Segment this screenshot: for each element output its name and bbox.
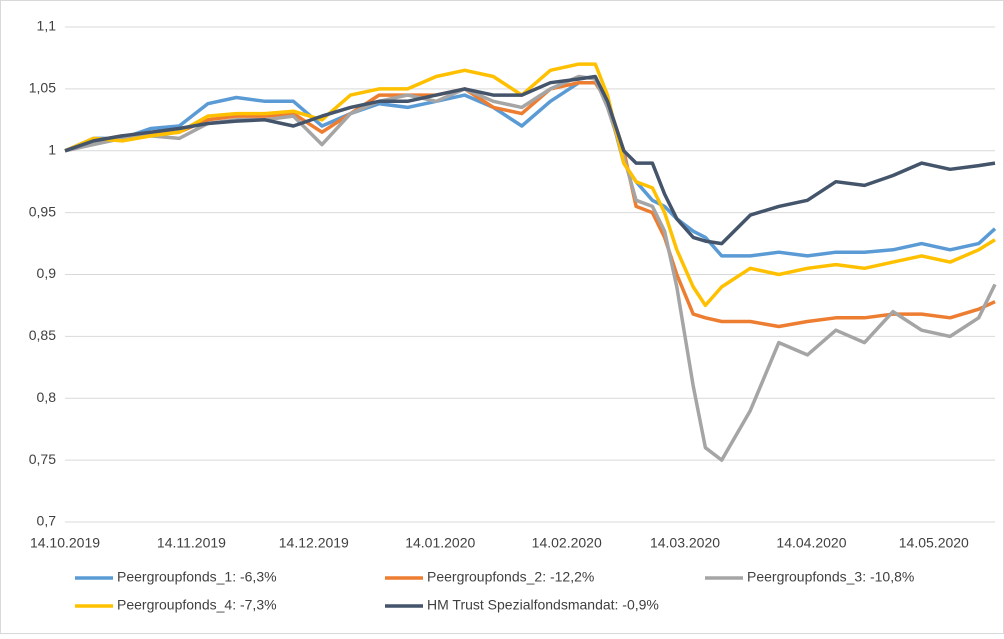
legend-label: Peergroupfonds_2: -12,2% [427,569,594,585]
series-line [64,62,996,308]
x-tick-label: 14.02.2020 [532,535,602,551]
y-tick-label: 1,05 [29,80,56,96]
x-tick-label: 14.04.2020 [776,535,846,551]
x-tick-label: 14.12.2019 [279,535,349,551]
x-tick-label: 14.11.2019 [157,535,226,551]
series-line [64,74,996,246]
y-tick-label: 1 [48,141,56,157]
legend-label: Peergroupfonds_3: -10,8% [747,569,914,585]
y-tick-label: 0,9 [37,265,57,281]
x-tick-label: 14.10.2019 [30,535,100,551]
x-tick-label: 14.03.2020 [650,535,720,551]
y-tick-label: 0,8 [37,389,57,405]
y-tick-label: 0,95 [29,203,56,219]
legend-label: Peergroupfonds_1: -6,3% [117,569,277,585]
y-tick-label: 0,85 [29,327,56,343]
x-tick-label: 14.01.2020 [405,535,475,551]
legend-label: HM Trust Spezialfondsmandat: -0,9% [427,597,659,613]
y-tick-label: 1,1 [37,18,57,34]
y-tick-label: 0,7 [37,513,57,529]
legend-label: Peergroupfonds_4: -7,3% [117,597,277,613]
y-tick-label: 0,75 [29,451,56,467]
x-tick-label: 14.05.2020 [899,535,969,551]
